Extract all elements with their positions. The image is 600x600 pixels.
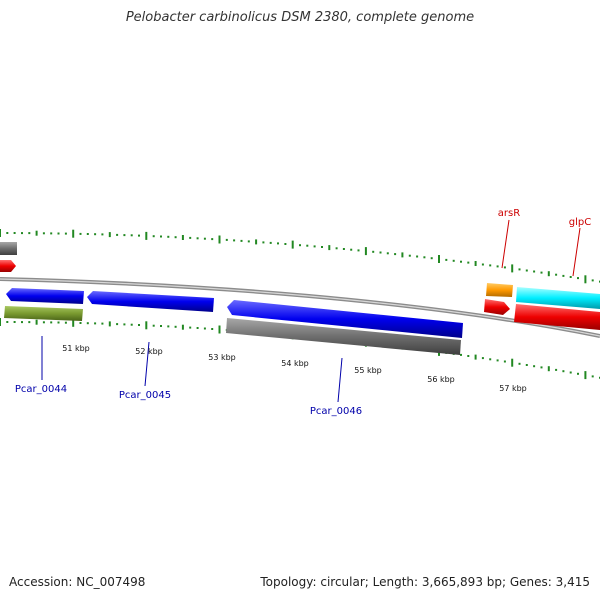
gene-label-pcar0045[interactable]: Pcar_0045 [119,390,171,401]
scale-label-54: 54 kbp [281,359,309,368]
callout-line-pcar0045 [144,341,150,387]
gene-label-glpC[interactable]: glpC [569,217,591,228]
scale-label-55: 55 kbp [354,366,382,375]
gene-glpC-cyan[interactable] [516,287,600,309]
scale-label-56: 56 kbp [427,375,455,384]
scale-label-51: 51 kbp [62,344,90,353]
gene-arrow-red-left-edge[interactable] [0,260,16,272]
gene-label-pcar0046[interactable]: Pcar_0046 [310,406,362,417]
tick-marks-upper [0,229,600,284]
gene-pcar0044-arrow[interactable] [6,288,84,304]
map-title: Pelobacter carbinolicus DSM 2380, comple… [125,10,475,25]
callout-line-glpC [572,227,581,277]
gene-red-arrow-right[interactable] [484,299,510,315]
scale-label-53: 53 kbp [208,353,236,362]
gene-gray-block[interactable] [226,318,461,355]
gene-pcar0045-arrow[interactable] [87,291,214,312]
gene-pcar0046-arrow[interactable] [227,300,463,338]
gene-olive-block[interactable] [4,306,83,321]
gene-label-arsR[interactable]: arsR [498,208,520,219]
gene-arrow-gray-left-edge[interactable] [0,242,17,255]
accession-label: Accession: NC_007498 [9,575,146,589]
scale-label-52: 52 kbp [135,347,163,356]
scale-label-57: 57 kbp [499,384,527,393]
callout-line-arsR [501,219,510,269]
gene-label-pcar0044[interactable]: Pcar_0044 [15,384,67,395]
gene-red-long[interactable] [514,304,600,330]
genome-summary-label: Topology: circular; Length: 3,665,893 bp… [260,575,590,589]
callout-line-pcar0046 [337,357,343,403]
gene-arsR-orange[interactable] [486,283,513,297]
